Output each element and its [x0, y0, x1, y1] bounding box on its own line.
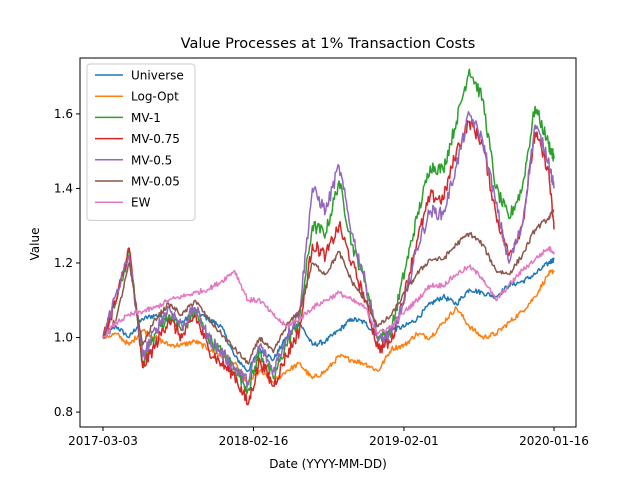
- series-line-ew: [102, 246, 555, 338]
- y-tick-label: 1.4: [54, 181, 73, 195]
- chart-title: Value Processes at 1% Transaction Costs: [181, 36, 476, 52]
- y-axis-label: Value: [28, 228, 42, 261]
- series-line-mv-0-05: [102, 209, 555, 365]
- legend-entry: Log-Opt: [131, 90, 179, 104]
- legend-entry: MV-0.05: [131, 175, 180, 189]
- legend-entry: MV-1: [131, 111, 161, 125]
- y-tick-label: 1.6: [54, 107, 73, 121]
- x-tick-label: 2019-02-01: [369, 434, 439, 448]
- legend-entry: MV-0.75: [131, 132, 180, 146]
- x-tick-label: 2020-01-16: [519, 434, 589, 448]
- legend-entry: EW: [131, 196, 151, 210]
- y-tick-label: 1.0: [54, 331, 73, 345]
- series-line-log-opt: [102, 269, 555, 385]
- x-tick-label: 2017-03-03: [68, 434, 138, 448]
- y-axis: 0.8 1.0 1.2 1.4 1.6: [54, 107, 80, 419]
- axes-frame: [79, 57, 577, 428]
- series-line-mv-1: [102, 68, 555, 395]
- x-tick-label: 2018-02-16: [219, 434, 289, 448]
- legend-entry: MV-0.5: [131, 153, 172, 167]
- y-tick-label: 0.8: [54, 405, 73, 419]
- series-line-mv-0-5: [102, 111, 555, 389]
- plot-area: 2017-03-03 2018-02-16 2019-02-01 2020-01-16…: [54, 57, 589, 448]
- legend: Universe Log-Opt MV-1 MV-0.75 MV-0.5 MV-0.05 E…: [86, 63, 196, 221]
- x-axis-label: Date (YYYY-MM-DD): [269, 457, 387, 471]
- legend-entry: Universe: [131, 69, 184, 83]
- x-axis: 2017-03-03 2018-02-16 2019-02-01 2020-01-16: [68, 427, 589, 448]
- series-group: [102, 68, 555, 406]
- y-tick-label: 1.2: [54, 256, 73, 270]
